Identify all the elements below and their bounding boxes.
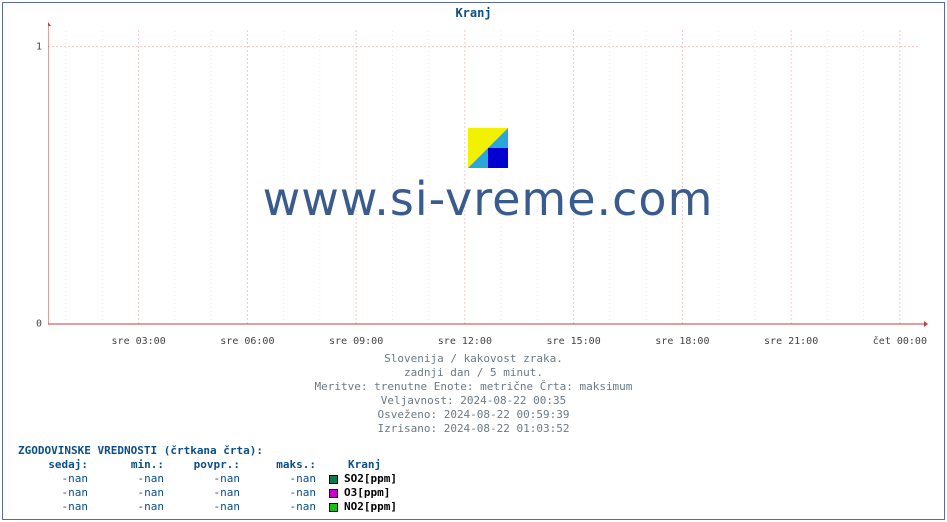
history-station-label: Kranj — [348, 458, 381, 472]
history-title-sub: (črtkana črta): — [157, 444, 263, 457]
caption-line: Veljavnost: 2024-08-22 00:35 — [0, 394, 947, 408]
x-tick-label: čet 00:00 — [873, 336, 927, 347]
history-value: -nan — [18, 500, 94, 514]
series-marker-icon — [322, 500, 344, 514]
series-marker-icon — [322, 486, 344, 500]
history-value: -nan — [94, 500, 170, 514]
x-tick-label: sre 03:00 — [112, 336, 166, 347]
history-title-main: ZGODOVINSKE VREDNOSTI — [18, 444, 157, 457]
history-value: -nan — [170, 486, 246, 500]
y-tick-label: 1 — [36, 41, 42, 52]
x-tick-label: sre 12:00 — [438, 336, 492, 347]
history-row: -nan-nan-nan-nanSO2[ppm] — [18, 472, 397, 486]
history-col-header: povpr.: — [170, 458, 246, 472]
series-label: O3[ppm] — [344, 486, 390, 500]
caption-line: Izrisano: 2024-08-22 01:03:52 — [0, 422, 947, 436]
history-value: -nan — [246, 500, 322, 514]
history-value: -nan — [18, 472, 94, 486]
history-value: -nan — [246, 486, 322, 500]
history-value: -nan — [94, 486, 170, 500]
x-tick-label: sre 18:00 — [655, 336, 709, 347]
chart-plot-area: 01sre 03:00sre 06:00sre 09:00sre 12:00sr… — [48, 22, 928, 332]
history-value: -nan — [94, 472, 170, 486]
x-tick-label: sre 09:00 — [329, 336, 383, 347]
series-label: NO2[ppm] — [344, 500, 397, 514]
caption-line: Osveženo: 2024-08-22 00:59:39 — [0, 408, 947, 422]
caption-block: Slovenija / kakovost zraka. zadnji dan /… — [0, 352, 947, 436]
history-value: -nan — [246, 472, 322, 486]
series-label: SO2[ppm] — [344, 472, 397, 486]
history-value: -nan — [18, 486, 94, 500]
history-col-header: sedaj: — [18, 458, 94, 472]
history-row: -nan-nan-nan-nanO3[ppm] — [18, 486, 397, 500]
caption-line: Meritve: trenutne Enote: metrične Črta: … — [0, 380, 947, 394]
history-col-header: min.: — [94, 458, 170, 472]
series-marker-icon — [322, 472, 344, 486]
caption-line: Slovenija / kakovost zraka. — [0, 352, 947, 366]
history-header-row: sedaj: min.: povpr.: maks.: Kranj — [18, 458, 397, 472]
chart-svg — [48, 22, 928, 332]
side-url-label: www.si-vreme.com — [0, 26, 1, 130]
history-row: -nan-nan-nan-nanNO2[ppm] — [18, 500, 397, 514]
history-value: -nan — [170, 472, 246, 486]
history-title: ZGODOVINSKE VREDNOSTI (črtkana črta): — [18, 444, 397, 458]
history-col-header: maks.: — [246, 458, 322, 472]
x-tick-label: sre 15:00 — [547, 336, 601, 347]
history-value: -nan — [170, 500, 246, 514]
x-tick-label: sre 06:00 — [220, 336, 274, 347]
y-tick-label: 0 — [36, 319, 42, 330]
chart-title: Kranj — [0, 6, 947, 20]
caption-line: zadnji dan / 5 minut. — [0, 366, 947, 380]
history-table: ZGODOVINSKE VREDNOSTI (črtkana črta): se… — [18, 444, 397, 514]
x-tick-label: sre 21:00 — [764, 336, 818, 347]
history-marker-spacer — [322, 458, 344, 472]
